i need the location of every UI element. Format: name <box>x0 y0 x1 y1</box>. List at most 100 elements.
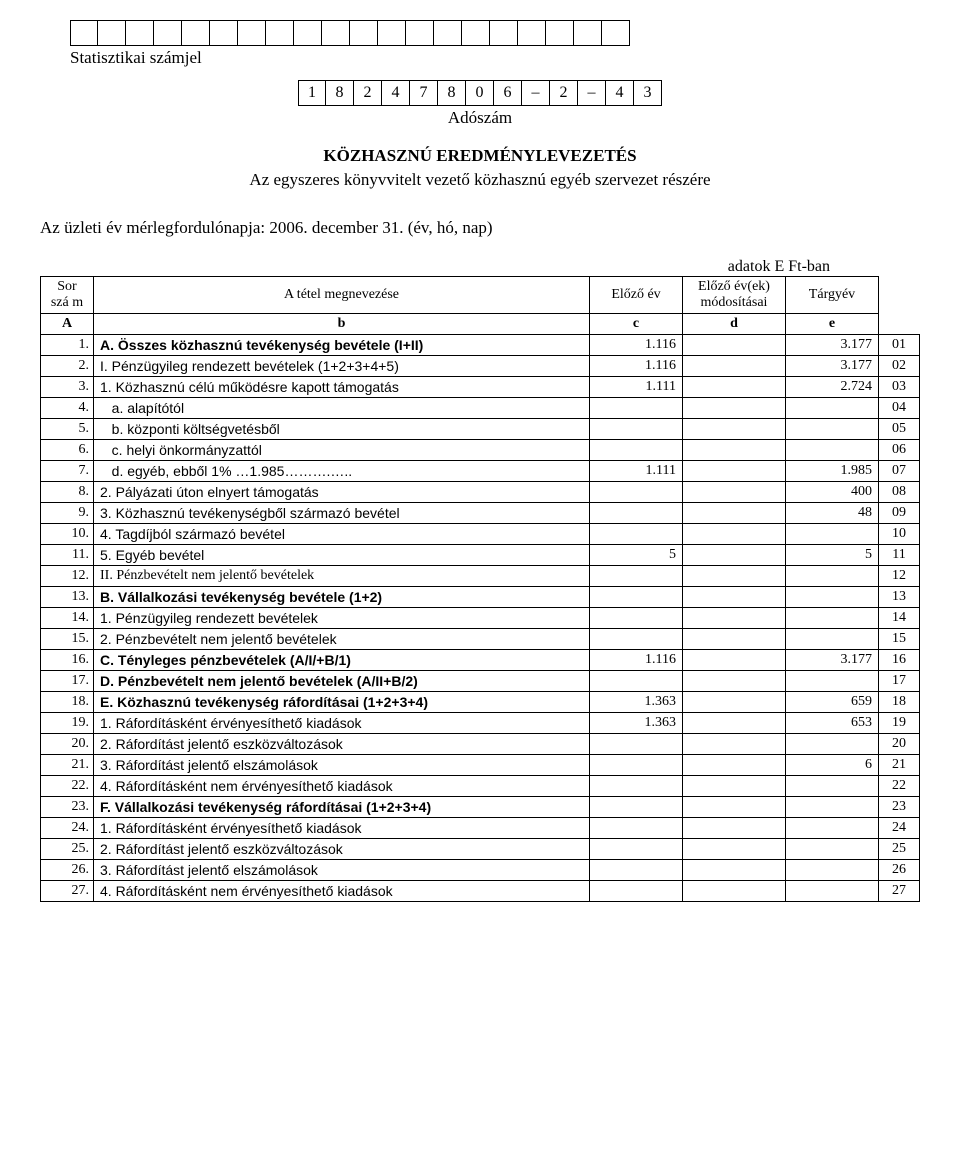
row-prev-mod <box>683 566 786 587</box>
row-code: 20 <box>879 734 920 755</box>
row-curr-year: 653 <box>786 713 879 734</box>
statszam-label: Statisztikai számjel <box>70 48 920 68</box>
row-code: 11 <box>879 545 920 566</box>
row-prev-mod <box>683 608 786 629</box>
statszam-cell <box>574 20 602 46</box>
hdr-e: Tárgyév <box>786 277 879 314</box>
date-line: Az üzleti év mérlegfordulónapja: 2006. d… <box>40 218 920 238</box>
row-curr-year <box>786 440 879 461</box>
table-header-row: Sor szá m A tétel megnevezése Előző év E… <box>41 277 920 314</box>
row-prev-mod <box>683 713 786 734</box>
adoszam-cell: 6 <box>494 80 522 106</box>
statszam-cell <box>126 20 154 46</box>
row-number: 8. <box>41 482 94 503</box>
statszam-cell <box>602 20 630 46</box>
row-curr-year: 3.177 <box>786 335 879 356</box>
row-label: D. Pénzbevételt nem jelentő bevételek (A… <box>94 671 590 692</box>
row-prev-year <box>590 440 683 461</box>
row-curr-year <box>786 608 879 629</box>
row-prev-mod <box>683 398 786 419</box>
row-label: 1. Közhasznú célú működésre kapott támog… <box>94 377 590 398</box>
statszam-cell <box>182 20 210 46</box>
row-curr-year <box>786 419 879 440</box>
statszam-cell <box>70 20 98 46</box>
statszam-cell <box>98 20 126 46</box>
row-label: b. központi költségvetésből <box>94 419 590 440</box>
adoszam-cell: 1 <box>298 80 326 106</box>
table-row: 24.1. Ráfordításként érvényesíthető kiad… <box>41 818 920 839</box>
table-row: 27.4. Ráfordításként nem érvényesíthető … <box>41 881 920 902</box>
row-label: 5. Egyéb bevétel <box>94 545 590 566</box>
row-prev-year: 1.116 <box>590 650 683 671</box>
row-number: 26. <box>41 860 94 881</box>
adoszam-cell: 4 <box>606 80 634 106</box>
adoszam-cell: 3 <box>634 80 662 106</box>
row-code: 05 <box>879 419 920 440</box>
hdr-d: Előző év(ek) módosításai <box>683 277 786 314</box>
row-label: 1. Ráfordításként érvényesíthető kiadáso… <box>94 818 590 839</box>
table-row: 23.F. Vállalkozási tevékenység ráfordítá… <box>41 797 920 818</box>
row-prev-year <box>590 797 683 818</box>
hdr2-c: c <box>590 314 683 335</box>
row-label: 4. Ráfordításként nem érvényesíthető kia… <box>94 881 590 902</box>
hdr-c: Előző év <box>590 277 683 314</box>
statszam-cell <box>546 20 574 46</box>
table-row: 18.E. Közhasznú tevékenység ráfordításai… <box>41 692 920 713</box>
row-code: 22 <box>879 776 920 797</box>
statszam-cell <box>154 20 182 46</box>
row-code: 13 <box>879 587 920 608</box>
row-label: c. helyi önkormányzattól <box>94 440 590 461</box>
statszam-cell <box>434 20 462 46</box>
adoszam-cell: 8 <box>438 80 466 106</box>
row-prev-year <box>590 482 683 503</box>
statszam-cell <box>238 20 266 46</box>
row-number: 27. <box>41 881 94 902</box>
row-code: 04 <box>879 398 920 419</box>
table-row: 3.1. Közhasznú célú működésre kapott tám… <box>41 377 920 398</box>
page: Statisztikai számjel 18247806–2–43 Adósz… <box>20 0 940 942</box>
row-curr-year: 48 <box>786 503 879 524</box>
hdr-code-blank <box>879 277 920 314</box>
hdr2-a: A <box>41 314 94 335</box>
row-label: d. egyéb, ebből 1% …1.985……….….. <box>94 461 590 482</box>
row-label: a. alapítótól <box>94 398 590 419</box>
table-row: 25.2. Ráfordítást jelentő eszközváltozás… <box>41 839 920 860</box>
row-curr-year: 1.985 <box>786 461 879 482</box>
statszam-cell <box>378 20 406 46</box>
adoszam-cells: 18247806–2–43 <box>298 80 662 106</box>
hdr2-d: d <box>683 314 786 335</box>
adoszam-cell: 7 <box>410 80 438 106</box>
row-label: 1. Ráfordításként érvényesíthető kiadáso… <box>94 713 590 734</box>
hdr2-blank <box>879 314 920 335</box>
hdr-b: A tétel megnevezése <box>94 277 590 314</box>
row-prev-year <box>590 818 683 839</box>
table-row: 13.B. Vállalkozási tevékenység bevétele … <box>41 587 920 608</box>
row-prev-mod <box>683 440 786 461</box>
adoszam-cell: 8 <box>326 80 354 106</box>
table-row: 17.D. Pénzbevételt nem jelentő bevételek… <box>41 671 920 692</box>
row-code: 12 <box>879 566 920 587</box>
table-row: 22.4. Ráfordításként nem érvényesíthető … <box>41 776 920 797</box>
doc-title: KÖZHASZNÚ EREDMÉNYLEVEZETÉS <box>40 146 920 166</box>
row-prev-mod <box>683 671 786 692</box>
row-curr-year <box>786 881 879 902</box>
row-code: 10 <box>879 524 920 545</box>
hdr-sor: Sor szá m <box>41 277 94 314</box>
row-prev-year <box>590 629 683 650</box>
row-curr-year: 5 <box>786 545 879 566</box>
row-prev-mod <box>683 839 786 860</box>
table-row: 11.5. Egyéb bevétel5511 <box>41 545 920 566</box>
row-code: 06 <box>879 440 920 461</box>
row-prev-mod <box>683 692 786 713</box>
row-code: 08 <box>879 482 920 503</box>
row-number: 3. <box>41 377 94 398</box>
row-prev-mod <box>683 356 786 377</box>
row-prev-year <box>590 608 683 629</box>
table-row: 4. a. alapítótól04 <box>41 398 920 419</box>
row-label: 3. Ráfordítást jelentő elszámolások <box>94 860 590 881</box>
adoszam-label: Adószám <box>40 108 920 128</box>
row-prev-mod <box>683 776 786 797</box>
row-label: 2. Pénzbevételt nem jelentő bevételek <box>94 629 590 650</box>
row-prev-mod <box>683 461 786 482</box>
row-number: 13. <box>41 587 94 608</box>
